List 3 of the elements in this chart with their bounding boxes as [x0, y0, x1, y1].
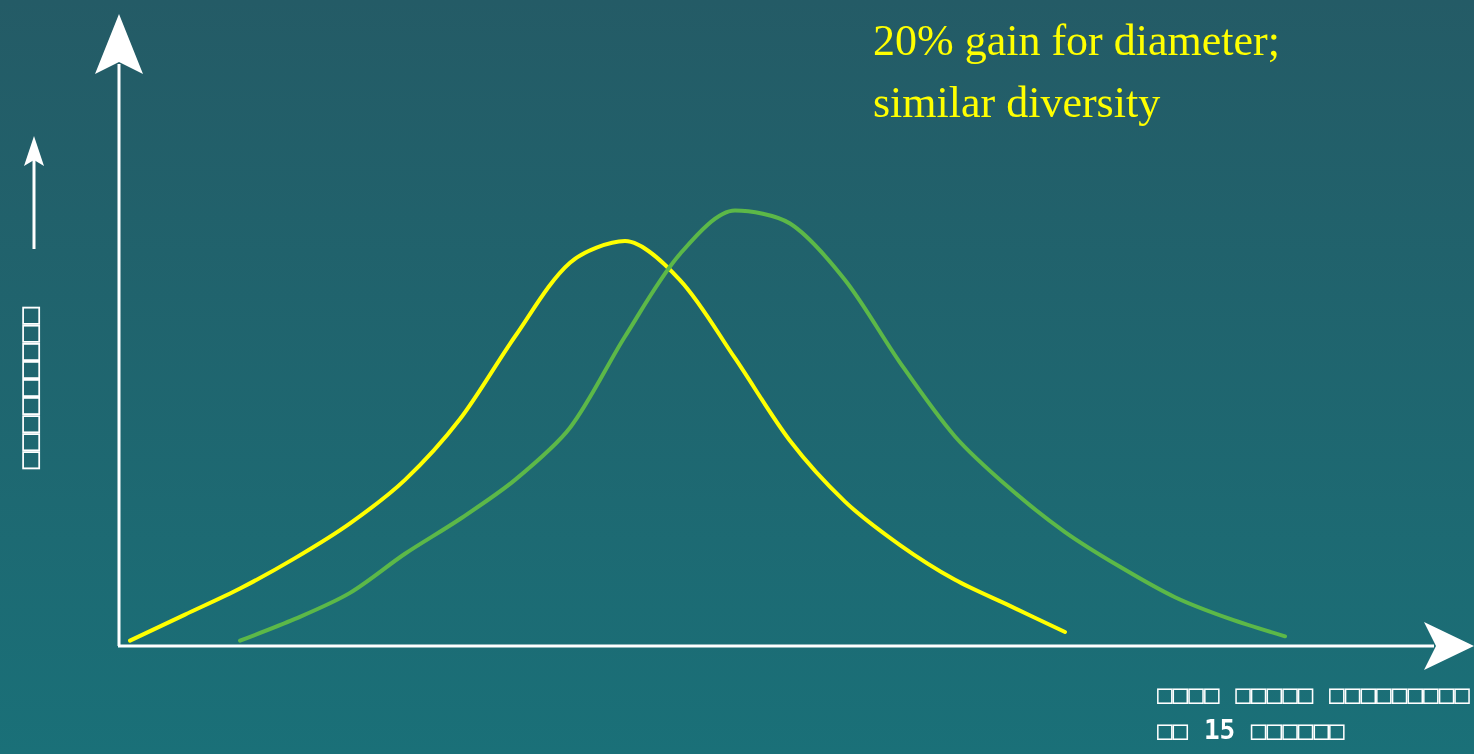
y-axis-title: □□□□□□□□□: [10, 306, 46, 470]
x-axis-title: □□□□ □□□□□ □□□□□□□□□ □□ 15 □□□□□□: [1156, 679, 1471, 745]
chart-title: 20% gain for diameter; similar diversity: [873, 15, 1291, 127]
